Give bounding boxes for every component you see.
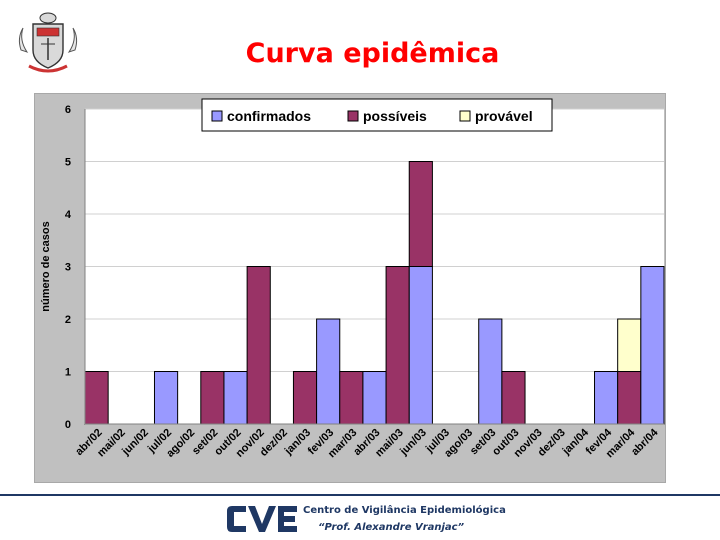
bar-confirmados <box>478 318 503 425</box>
legend-swatch <box>211 110 223 122</box>
x-tick-label: abr/04 <box>629 426 661 458</box>
legend-entry: confirmados <box>227 108 311 124</box>
bar-possveis <box>501 371 526 425</box>
bar-confirmados <box>153 371 179 425</box>
y-tick-label: 4 <box>65 209 72 221</box>
bar-confirmados <box>594 371 619 425</box>
bar-possveis <box>246 266 271 425</box>
footer-divider <box>0 494 720 496</box>
bar-possveis <box>292 371 318 425</box>
bar-provvel <box>617 318 642 372</box>
legend-swatch <box>459 110 471 122</box>
bar-confirmados <box>316 318 341 425</box>
y-tick-label: 2 <box>65 314 71 326</box>
legend-swatch <box>347 110 359 122</box>
bar-confirmados <box>362 371 387 425</box>
slide-title: Curva epidêmica <box>245 38 500 69</box>
y-tick-label: 3 <box>65 262 71 274</box>
footer-org-subtitle: “Prof. Alexandre Vranjac” <box>318 522 465 533</box>
x-tick-label: jan/03 <box>282 427 313 458</box>
bar-possveis <box>385 266 410 425</box>
legend-entry: provável <box>475 108 533 124</box>
bar-possveis <box>339 371 364 425</box>
y-tick-label: 1 <box>65 367 71 379</box>
y-axis-label: número de casos <box>40 221 52 311</box>
y-tick-label: 5 <box>65 157 71 169</box>
bar-possveis <box>617 371 642 425</box>
sao-paulo-coat-of-arms-icon <box>18 12 78 73</box>
footer-org-name: Centro de Vigilância Epidemiológica <box>303 505 506 516</box>
epidemic-curve-chart: 0123456abr/02mai/02jun/02jul/02ago/02set… <box>40 98 665 460</box>
bar-possveis <box>84 371 109 425</box>
legend-entry: possíveis <box>363 108 427 124</box>
bar-possveis <box>200 371 225 425</box>
y-tick-label: 6 <box>65 104 71 116</box>
chart-frame: 0 1 2 3 4 5 6 abr/02 mai/02 jun/02 jul/02 ago/02 set… <box>34 93 666 483</box>
bar-confirmados <box>223 371 248 425</box>
bar-confirmados <box>408 266 433 425</box>
bar-confirmados <box>640 266 665 425</box>
cve-logo-icon <box>227 506 297 532</box>
bar-possveis <box>408 161 433 267</box>
y-tick-label: 0 <box>65 419 71 431</box>
legend-box <box>201 98 553 132</box>
